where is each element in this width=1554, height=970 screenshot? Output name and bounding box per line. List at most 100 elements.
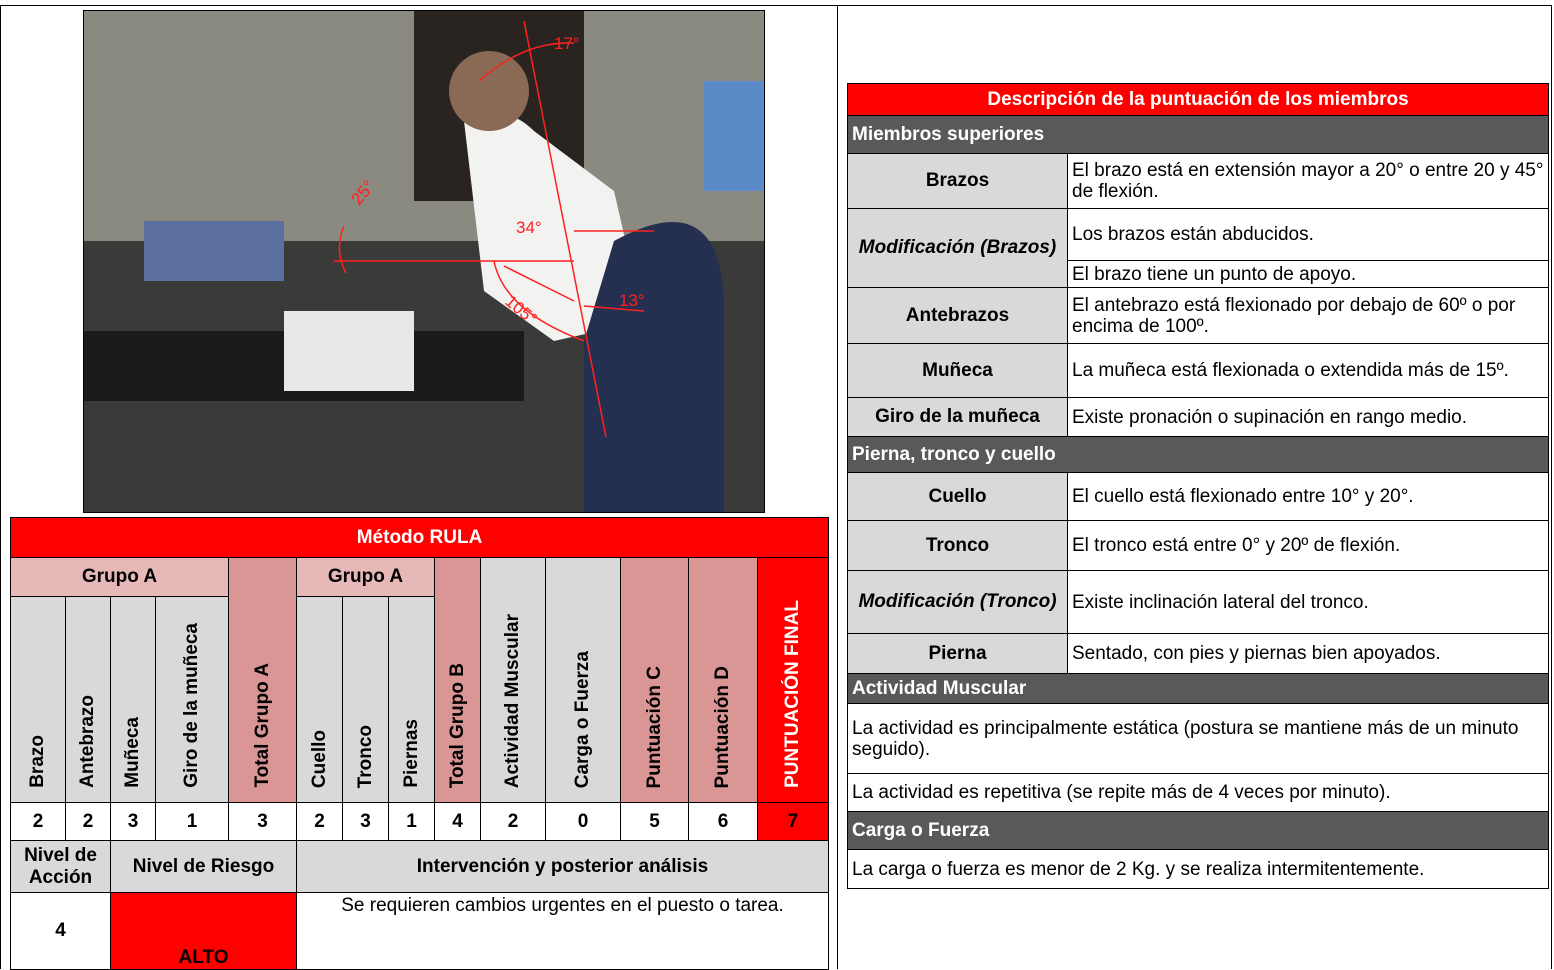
divider — [837, 5, 838, 969]
section-row: Miembros superiores — [846, 115, 1550, 154]
column-header-text: Cuello — [308, 729, 330, 788]
chair — [584, 222, 724, 512]
score: 3 — [110, 802, 156, 841]
column-header: Puntuación C — [620, 557, 689, 803]
summary-table: Nivel de Acción Nivel de Riesgo Intervenci… — [10, 840, 829, 970]
row-text: La carga o fuerza es menor de 2 Kg. y se… — [846, 849, 1550, 889]
row-text: La muñeca está flexionada o extendida má… — [1066, 343, 1550, 398]
head — [449, 51, 529, 131]
section-title: Actividad Muscular — [846, 673, 1550, 704]
section-row: Carga o Fuerza — [846, 811, 1550, 850]
row-label: Modificación (Brazos) — [847, 208, 1068, 288]
column-header: Puntuación D — [688, 557, 758, 803]
row-label: Giro de la muñeca — [847, 397, 1068, 437]
score: 1 — [155, 802, 229, 841]
column-header-text: Giro de la muñeca — [181, 623, 202, 788]
column-header: Brazo — [10, 596, 66, 803]
rula-title: Método RULA — [9, 517, 830, 558]
row-text: El cuello está flexionado entre 10° y 20… — [1066, 472, 1550, 521]
description-row: Cuello El cuello está flexionado entre 10… — [847, 472, 1550, 521]
row-label: Modificación (Tronco) — [847, 570, 1068, 634]
description-row: Antebrazos El antebrazo está flexionado p… — [847, 287, 1550, 344]
score: 3 — [342, 802, 389, 841]
monitor — [704, 81, 764, 191]
description-row: La actividad es principalmente estática … — [846, 703, 1550, 774]
column-header-text: Piernas — [400, 719, 422, 788]
score: 5 — [620, 802, 689, 841]
section-title: Carga o Fuerza — [846, 811, 1550, 850]
row-text: El antebrazo está flexionado por debajo … — [1066, 287, 1550, 344]
row-text: La actividad es principalmente estática … — [846, 703, 1550, 774]
group-header: Grupo A — [296, 557, 435, 597]
score: 2 — [65, 802, 111, 841]
score: 2 — [10, 802, 66, 841]
column-header-text: Puntuación C — [643, 665, 665, 788]
intervention: Se requieren cambios urgentes en el pues… — [296, 892, 829, 970]
summary-header-row: Nivel de Acción Nivel de Riesgo Intervenci… — [10, 840, 829, 893]
column-header: Total Grupo B — [434, 557, 481, 803]
description-row: Pierna Sentado, con pies y piernas bien a… — [847, 633, 1550, 674]
score: 3 — [228, 802, 297, 841]
column-header: Antebrazo — [65, 596, 111, 803]
angle-label: 34° — [516, 218, 542, 237]
rula-table: Método RULA Grupo A Total Grupo A Grupo A To… — [9, 517, 830, 841]
column-header-text: Muñeca — [122, 717, 143, 788]
frame — [0, 5, 1552, 969]
header-row: Brazo Antebrazo Muñeca Giro de la muñeca Cue… — [10, 596, 829, 803]
angle-label: 17° — [554, 34, 580, 53]
row-text: Los brazos están abducidos. — [1066, 208, 1550, 261]
section-title: Pierna, tronco y cuello — [846, 436, 1550, 473]
score: 1 — [388, 802, 435, 841]
column-header-text: Total Grupo B — [446, 662, 468, 788]
score: 4 — [434, 802, 481, 841]
description-row: Brazos El brazo está en extensión mayor a… — [847, 153, 1550, 209]
column-header: Cuello — [296, 596, 343, 803]
row-text: La actividad es repetitiva (se repite má… — [846, 773, 1550, 812]
row-label: Pierna — [847, 633, 1068, 674]
group-header: Grupo A — [10, 557, 229, 597]
row-label: Antebrazos — [847, 287, 1068, 344]
column-header-text: Carga o Fuerza — [572, 650, 593, 788]
description-row: Tronco El tronco está entre 0° y 20º de f… — [847, 520, 1550, 571]
column-header-text: PUNTUACIÓN FINAL — [782, 600, 804, 788]
column-header: Piernas — [388, 596, 435, 803]
row-label: Brazos — [847, 153, 1068, 209]
row-text: El brazo tiene un punto de apoyo. — [1066, 260, 1550, 288]
column-header: Giro de la muñeca — [155, 596, 229, 803]
binder — [144, 221, 284, 281]
row-text: El tronco está entre 0° y 20º de flexión… — [1066, 520, 1550, 571]
column-header-text: Tronco — [354, 724, 376, 788]
score: 7 — [756, 802, 830, 841]
summary-header: Nivel de Riesgo — [110, 840, 297, 893]
title-row: Descripción de la puntuación de los miem… — [846, 83, 1550, 116]
column-header: Carga o Fuerza — [545, 557, 621, 803]
angle-lines — [334, 20, 654, 438]
column-header: Muñeca — [110, 596, 156, 803]
row-label: Cuello — [847, 472, 1068, 521]
score: 6 — [688, 802, 758, 841]
column-header-text: Total Grupo A — [251, 663, 273, 788]
shirt — [464, 113, 644, 341]
description-row: El brazo tiene un punto de apoyo. — [848, 260, 1550, 288]
description-row: La actividad es repetitiva (se repite má… — [846, 773, 1550, 812]
description-title: Descripción de la puntuación de los miem… — [846, 83, 1550, 116]
section-row: Pierna, tronco y cuello — [846, 436, 1550, 473]
score: 0 — [545, 802, 621, 841]
risk-level: ALTO — [110, 892, 297, 970]
column-header-text: Puntuación D — [712, 665, 733, 788]
summary-header: Nivel de Acción — [10, 840, 111, 893]
papers — [284, 311, 414, 391]
row-label: Tronco — [847, 520, 1068, 571]
row-text: Existe inclinación lateral del tronco. — [1066, 570, 1550, 634]
row-label: Muñeca — [847, 343, 1068, 398]
row-text: Sentado, con pies y piernas bien apoyado… — [1066, 633, 1550, 674]
angle-label: 13° — [619, 291, 645, 310]
column-header: Actividad Muscular — [480, 557, 546, 803]
description-row: La carga o fuerza es menor de 2 Kg. y se… — [846, 849, 1550, 889]
column-header: Tronco — [342, 596, 389, 803]
group-row: Grupo A Total Grupo A Grupo A Total Grupo B… — [10, 557, 830, 803]
summary-header: Intervención y posterior análisis — [296, 840, 829, 893]
description-table: Descripción de la puntuación de los miem… — [846, 83, 1550, 889]
